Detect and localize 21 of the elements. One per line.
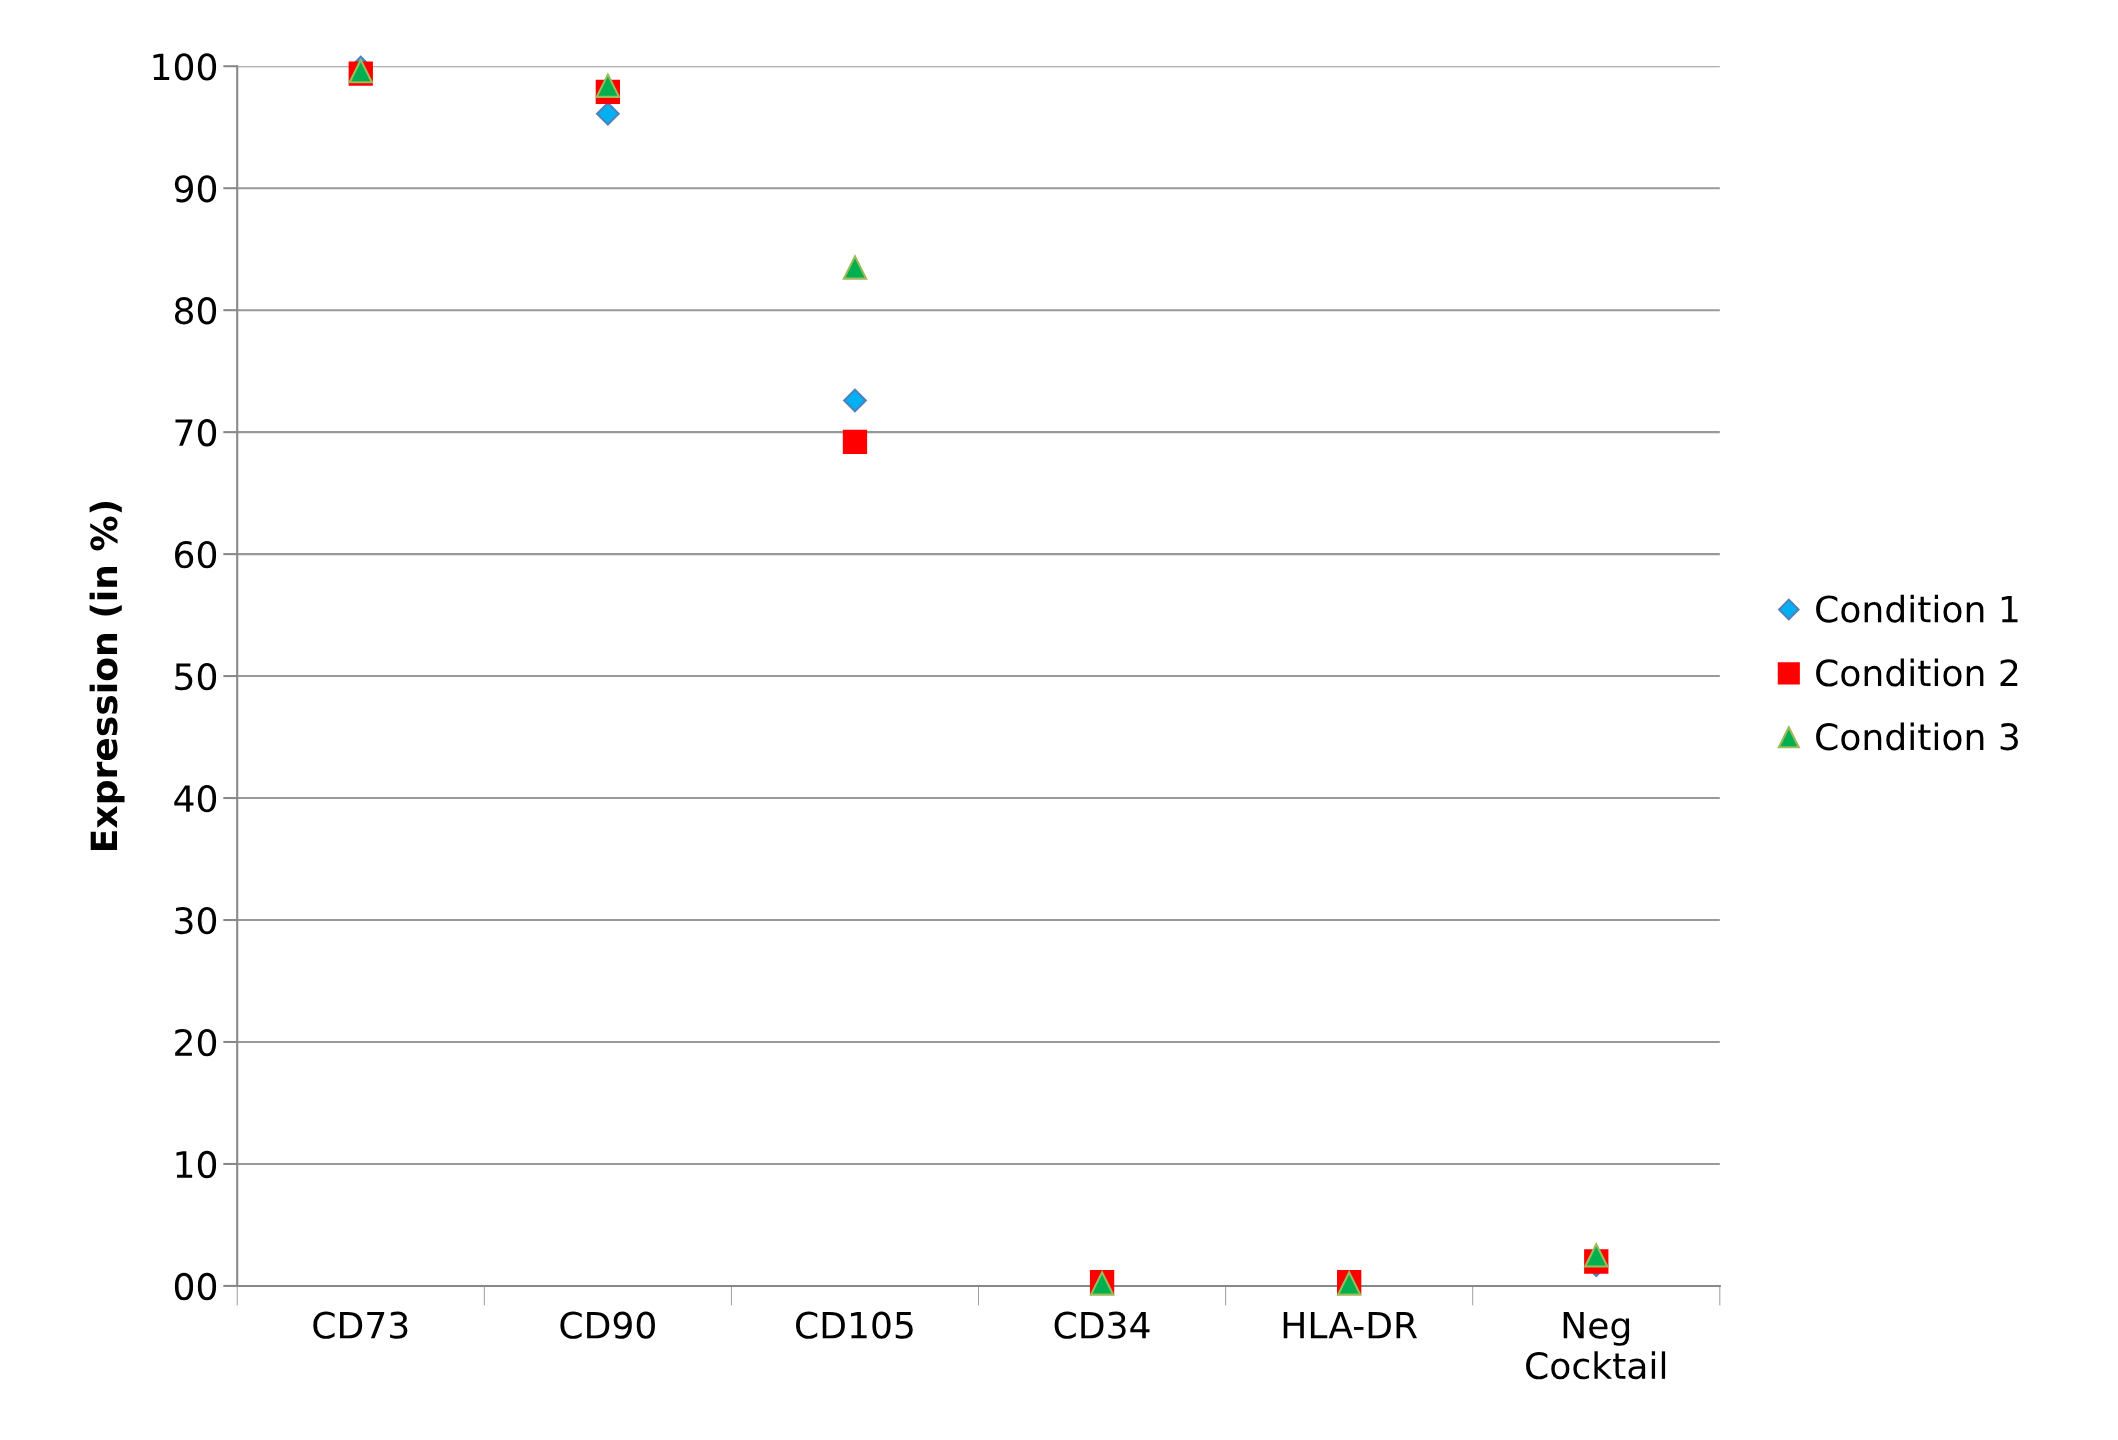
y-axis-title: Expression (in %) (89, 501, 125, 850)
x-tick-label: CD105 (796, 1311, 913, 1339)
legend-label: Condition 3 (1816, 722, 2018, 751)
y-tick-label: 20 (175, 1028, 217, 1057)
y-tick-label: 90 (174, 175, 217, 203)
y-tick-label: 10 (176, 1150, 217, 1179)
y-tick-label: 70 (175, 419, 217, 447)
legend-label: Condition 2 (1816, 658, 2018, 687)
y-tick-label: 00 (174, 1272, 217, 1301)
y-tick-label: 60 (175, 541, 217, 569)
y-tick-label: 40 (174, 784, 217, 813)
x-tick-label: CD90 (560, 1311, 655, 1339)
y-tick-label: 30 (175, 906, 217, 935)
legend-label: Condition 1 (1816, 594, 2018, 623)
x-tick-label: HLA-DR (1283, 1312, 1418, 1339)
y-tick-label: 50 (175, 663, 217, 691)
x-tick-label: CD34 (1054, 1311, 1150, 1339)
x-tick-label: Neg Cocktail (1526, 1312, 1666, 1380)
y-tick-label: 80 (174, 297, 217, 325)
y-tick-label: 100 (153, 53, 217, 81)
x-tick-label: CD73 (313, 1311, 408, 1339)
